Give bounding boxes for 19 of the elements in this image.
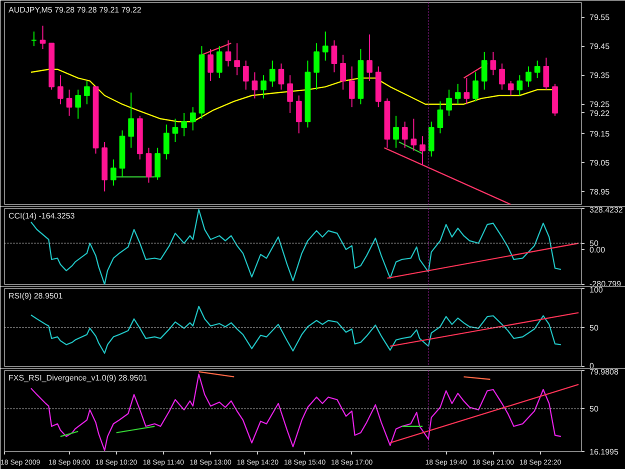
- y-tick-label: 50: [590, 324, 599, 332]
- y-tick-label: 79.9808: [590, 368, 619, 376]
- y-tick-label: 100: [590, 286, 604, 294]
- chart-title: AUDJPY,M5 79.28 79.28 79.21 79.22: [8, 6, 142, 14]
- y-tick-label: 79.05: [590, 158, 610, 168]
- y-tick-label: 79.15: [590, 129, 610, 138]
- y-tick-label: 79.55: [590, 13, 610, 22]
- y-tick-label: 79.22: [590, 108, 610, 118]
- y-tick-label: 79.35: [590, 71, 610, 80]
- y-tick-label: 328.4232: [590, 206, 624, 214]
- y-tick-label: 78.95: [590, 187, 610, 196]
- y-tick-label: 79.25: [590, 100, 610, 110]
- chart-title: FXS_RSI_Divergence_v1.0(9) 28.9501: [8, 374, 148, 382]
- chart-title: CCI(14) -164.3253: [8, 212, 76, 220]
- y-tick-label: 0.00: [590, 245, 606, 254]
- y-tick-label: 16.1995: [590, 448, 619, 456]
- y-tick-label: 79.45: [590, 42, 610, 52]
- y-tick-label: 50: [590, 404, 599, 414]
- chart-title: RSI(9) 28.9501: [8, 292, 64, 300]
